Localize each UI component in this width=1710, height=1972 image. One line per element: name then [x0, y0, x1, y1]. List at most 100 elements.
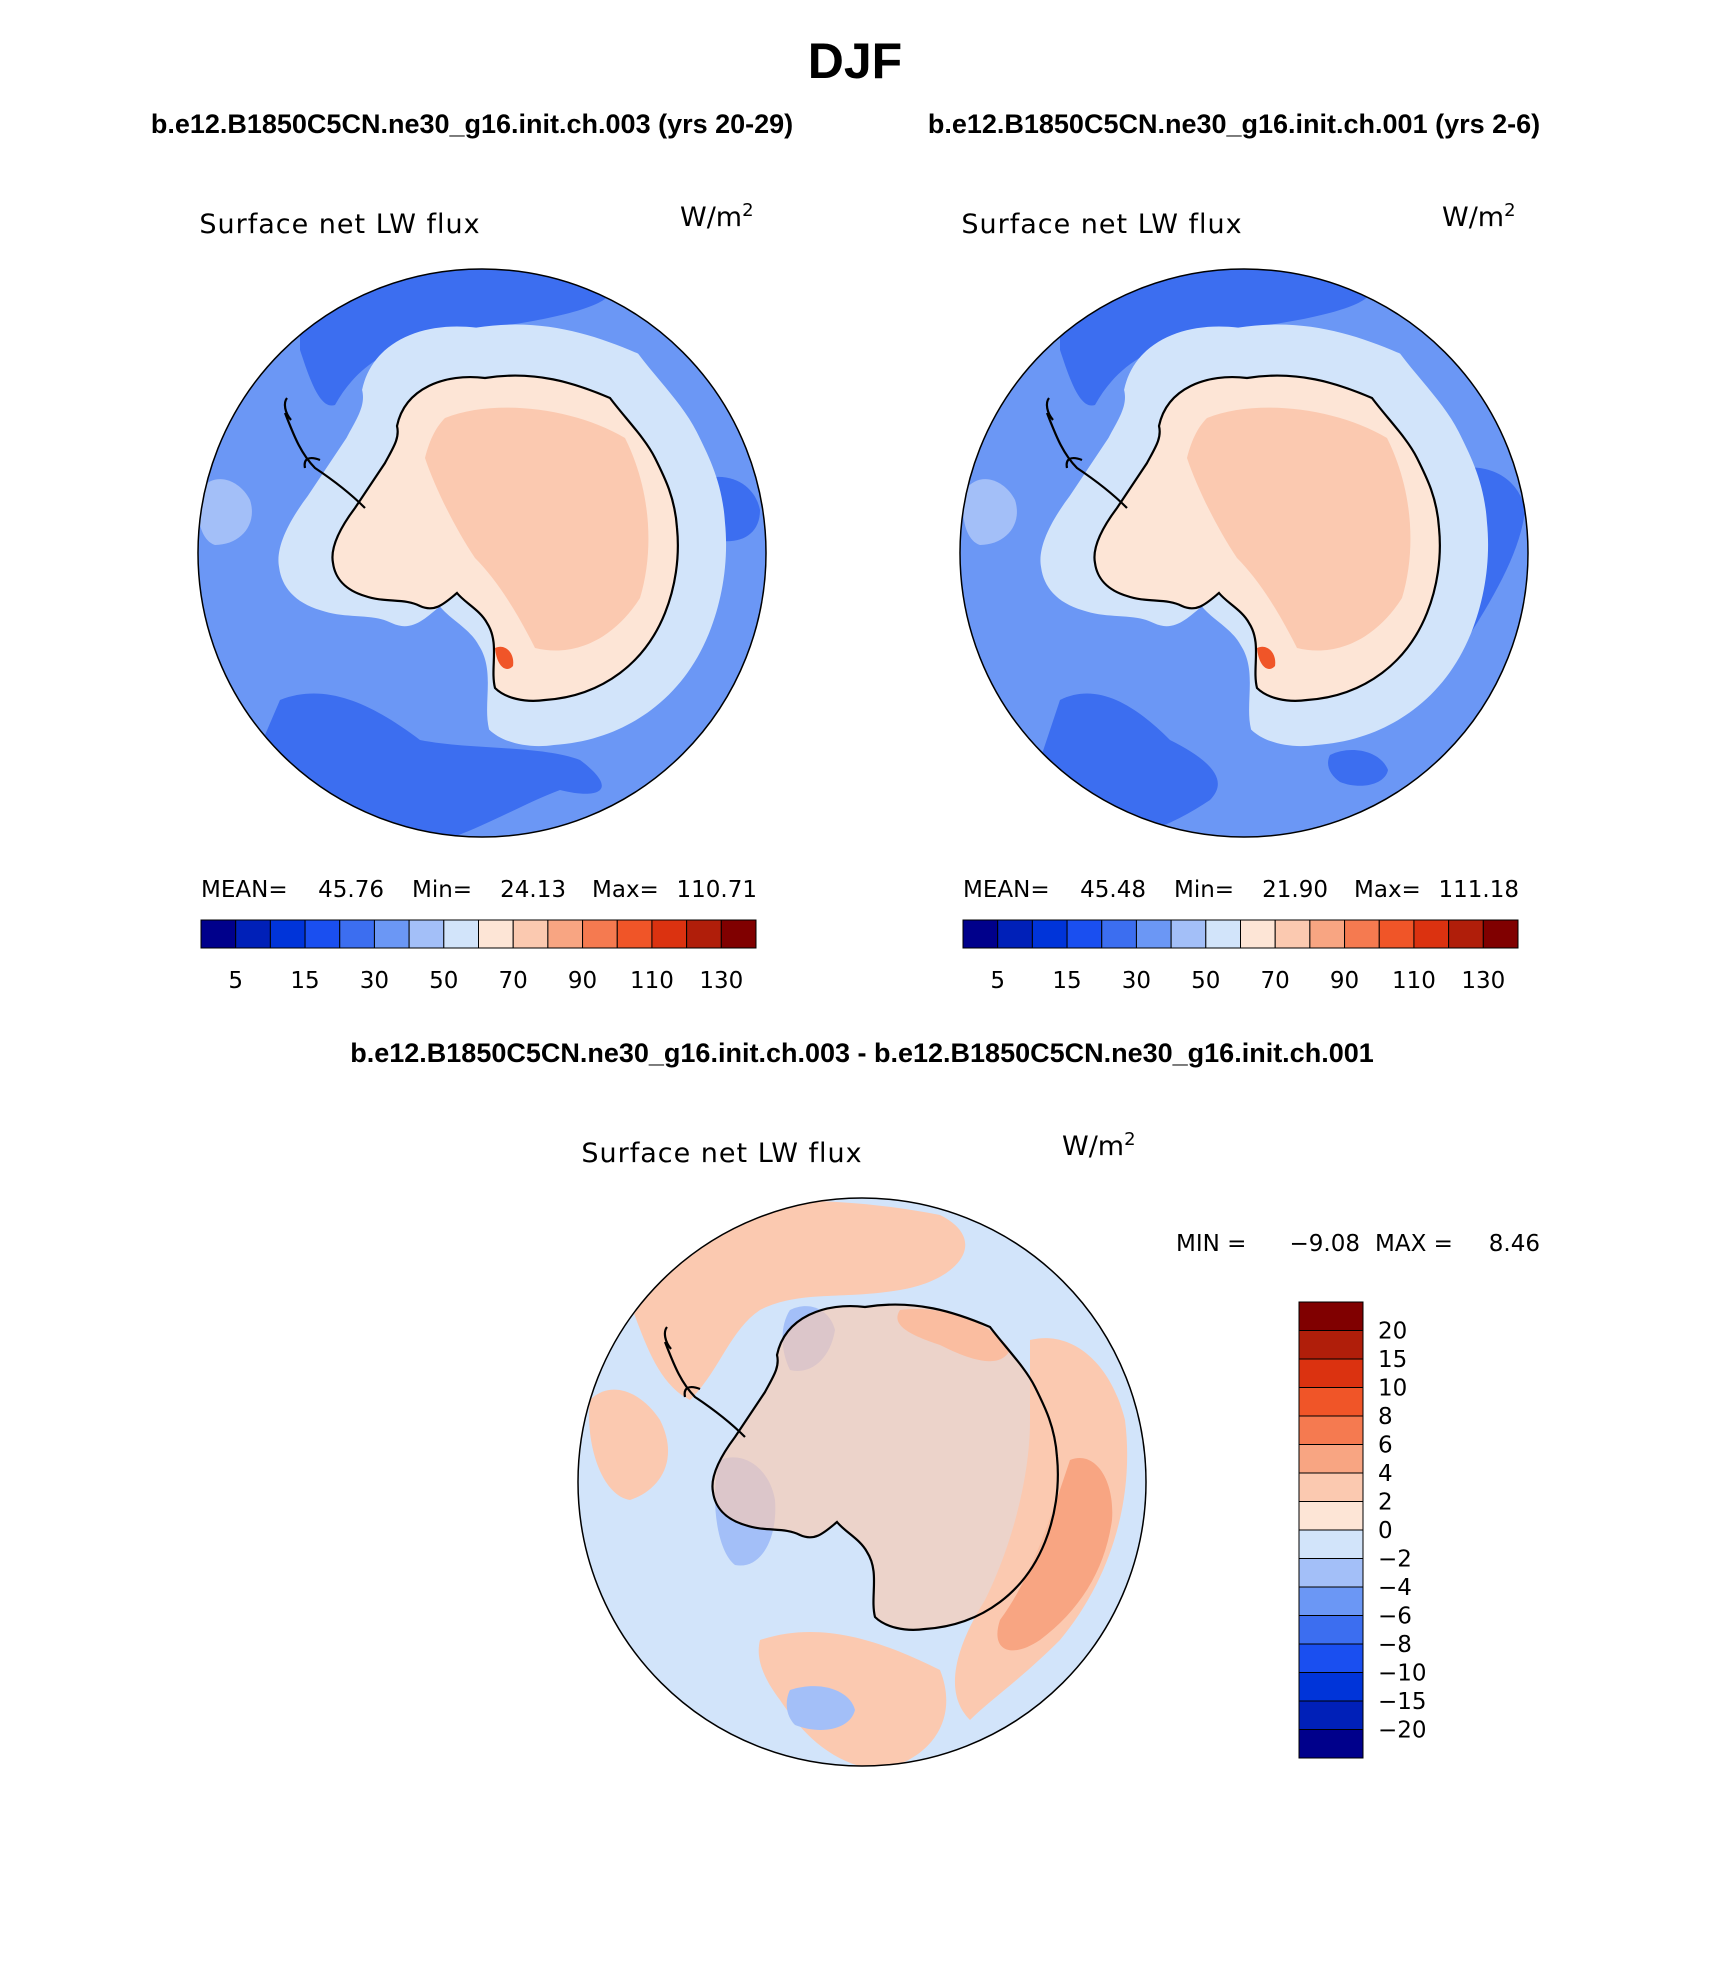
diff-map-negative-south — [786, 1686, 855, 1730]
left-variable-label: Surface net LW flux — [199, 209, 480, 240]
diff-colorbar-box — [1298, 1472, 1364, 1502]
diff-colorbar-label: −8 — [1378, 1632, 1412, 1658]
right-colorbar-label: 110 — [1392, 968, 1436, 994]
diff-colorbar-label: −4 — [1378, 1575, 1412, 1601]
left-map — [197, 268, 767, 838]
right-map-deep-blue-se — [1328, 750, 1388, 786]
right-colorbar-label: 15 — [1052, 968, 1081, 994]
right-colorbar-box — [1205, 919, 1241, 949]
diff-map — [577, 1197, 1147, 1767]
diff-colorbar-label: 6 — [1378, 1433, 1393, 1459]
right-variable-label: Surface net LW flux — [961, 209, 1242, 240]
left-map-deep-blue-north — [300, 269, 611, 406]
right-colorbar-box — [962, 919, 999, 949]
diff-colorbar-label: −15 — [1378, 1689, 1427, 1715]
left-colorbar-box — [304, 919, 341, 949]
svg-text:24.13: 24.13 — [500, 877, 566, 903]
right-map — [959, 268, 1529, 838]
svg-text:45.76: 45.76 — [318, 877, 384, 903]
left-map-light-blue-west — [198, 479, 252, 545]
diff-colorbar-box — [1298, 1358, 1364, 1388]
right-colorbar-box — [1101, 919, 1137, 949]
diff-colorbar-label: −10 — [1378, 1661, 1427, 1687]
right-colorbar-box — [1378, 919, 1415, 949]
right-map-deep-blue-north — [1060, 269, 1371, 406]
right-map-hotspot — [1257, 646, 1276, 669]
right-units-label: W/m2 — [1442, 200, 1516, 233]
right-colorbar-box — [1274, 919, 1311, 949]
right-colorbar-label: 30 — [1122, 968, 1151, 994]
diff-colorbar-label: −20 — [1378, 1718, 1427, 1744]
diff-variable-label: Surface net LW flux — [581, 1138, 862, 1169]
right-stats: MEAN= 45.48 Min= 21.90 Max= 111.18 — [963, 877, 1519, 903]
left-colorbar-label: 5 — [228, 968, 243, 994]
left-colorbar-box — [339, 919, 375, 949]
diff-colorbar-box — [1298, 1558, 1364, 1588]
right-colorbar-box — [1135, 919, 1172, 949]
right-colorbar-label: 5 — [990, 968, 1005, 994]
left-colorbar-label: 15 — [290, 968, 319, 994]
right-colorbar-label: 130 — [1461, 968, 1505, 994]
left-colorbar-box — [373, 919, 410, 949]
right-colorbar-box — [1448, 919, 1484, 949]
diff-colorbar-label: 2 — [1378, 1490, 1393, 1516]
svg-text:Max=: Max= — [1354, 877, 1421, 903]
diff-colorbar-label: 20 — [1378, 1319, 1407, 1345]
diff-colorbar-label: 10 — [1378, 1376, 1407, 1402]
diff-panel: Surface net LW flux W/m2 — [577, 1129, 1540, 1767]
left-colorbar-box — [200, 919, 237, 949]
diff-colorbar-label: −6 — [1378, 1604, 1412, 1630]
diff-colorbar-box — [1298, 1387, 1364, 1417]
diff-case-title: b.e12.B1850C5CN.ne30_g16.init.ch.003 - b… — [350, 1038, 1374, 1068]
diff-colorbar-box — [1298, 1615, 1364, 1645]
diff-colorbar-box — [1298, 1729, 1364, 1759]
diff-colorbar-box — [1298, 1415, 1364, 1445]
diff-colorbar-box — [1298, 1529, 1364, 1559]
left-colorbar-box — [512, 919, 549, 949]
left-panel: Surface net LW flux W/m2 — [197, 200, 767, 994]
right-colorbar-box — [1066, 919, 1103, 949]
left-colorbar-box — [651, 919, 688, 949]
diff-colorbar-label: 4 — [1378, 1461, 1393, 1487]
diff-colorbar-box — [1298, 1643, 1364, 1673]
right-colorbar-box — [1413, 919, 1450, 949]
diff-colorbar-box — [1298, 1501, 1364, 1531]
svg-text:MAX =: MAX = — [1375, 1231, 1453, 1257]
diff-colorbar-box — [1298, 1700, 1364, 1730]
diff-map-positive-north — [620, 1200, 966, 1400]
svg-text:45.48: 45.48 — [1080, 877, 1146, 903]
svg-text:MIN =: MIN = — [1176, 1231, 1246, 1257]
left-colorbar-box — [235, 919, 271, 949]
left-colorbar: 5 15 30 50 70 90 110 130 — [200, 919, 757, 994]
diff-colorbar-label: 8 — [1378, 1404, 1393, 1430]
left-colorbar-box — [616, 919, 653, 949]
svg-text:111.18: 111.18 — [1439, 877, 1519, 903]
diff-colorbar-box — [1298, 1672, 1364, 1702]
svg-text:21.90: 21.90 — [1262, 877, 1328, 903]
left-case-title: b.e12.B1850C5CN.ne30_g16.init.ch.003 (yr… — [151, 109, 793, 139]
diff-colorbar-label: 15 — [1378, 1347, 1407, 1373]
right-panel: Surface net LW flux W/m2 — [959, 200, 1529, 994]
right-case-title: b.e12.B1850C5CN.ne30_g16.init.ch.001 (yr… — [928, 109, 1540, 139]
right-map-ice-warm-core — [1187, 407, 1411, 651]
right-colorbar-box — [1031, 919, 1068, 949]
right-colorbar-label: 90 — [1330, 968, 1359, 994]
svg-text:MEAN=: MEAN= — [963, 877, 1050, 903]
left-colorbar-label: 90 — [568, 968, 597, 994]
diff-colorbar-box — [1298, 1330, 1364, 1360]
left-colorbar-box — [686, 919, 722, 949]
left-colorbar-label: 30 — [360, 968, 389, 994]
left-colorbar-label: 70 — [499, 968, 528, 994]
right-colorbar-box — [1482, 919, 1519, 949]
figure-title: DJF — [808, 33, 902, 89]
right-colorbar-box — [1240, 919, 1276, 949]
right-map-light-blue-west — [963, 479, 1017, 545]
left-colorbar-label: 50 — [429, 968, 458, 994]
svg-text:Max=: Max= — [592, 877, 659, 903]
right-colorbar-box — [1344, 919, 1380, 949]
svg-text:110.71: 110.71 — [677, 877, 757, 903]
svg-text:Min=: Min= — [1174, 877, 1234, 903]
left-colorbar-label: 110 — [630, 968, 674, 994]
right-colorbar: 5 15 30 50 70 90 110 130 — [962, 919, 1519, 994]
